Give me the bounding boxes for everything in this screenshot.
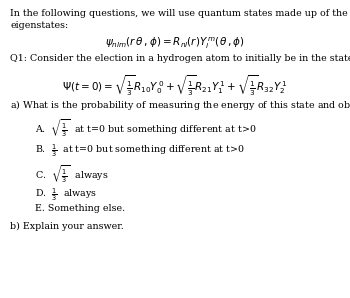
- Text: $\psi_{nlm}(r\,\theta\,,\phi) = R_{nl}(r)Y_l^{\,m}(\theta\,,\phi)$: $\psi_{nlm}(r\,\theta\,,\phi) = R_{nl}(r…: [105, 36, 245, 51]
- Text: a) What is the probability of measuring the energy of this state and obtaining  : a) What is the probability of measuring …: [10, 98, 350, 112]
- Text: $\Psi(t=0) = \sqrt{\frac{1}{3}}R_{10}Y_0^{\,0} + \sqrt{\frac{1}{3}}R_{21}Y_1^{\,: $\Psi(t=0) = \sqrt{\frac{1}{3}}R_{10}Y_0…: [62, 73, 288, 98]
- Text: Q1: Consider the election in a hydrogen atom to initially be in the state:: Q1: Consider the election in a hydrogen …: [10, 54, 350, 63]
- Text: In the following questions, we will use quantum states made up of the hydrogen e: In the following questions, we will use …: [10, 9, 350, 18]
- Text: E. Something else.: E. Something else.: [35, 204, 125, 213]
- Text: eigenstates:: eigenstates:: [10, 21, 69, 30]
- Text: B.  $\frac{1}{3}$  at t=0 but something different at t>0: B. $\frac{1}{3}$ at t=0 but something di…: [35, 142, 245, 159]
- Text: A.  $\sqrt{\frac{1}{3}}$  at t=0 but something different at t>0: A. $\sqrt{\frac{1}{3}}$ at t=0 but somet…: [35, 118, 257, 139]
- Text: D.  $\frac{1}{3}$  always: D. $\frac{1}{3}$ always: [35, 186, 97, 203]
- Text: C.  $\sqrt{\frac{1}{3}}$  always: C. $\sqrt{\frac{1}{3}}$ always: [35, 164, 108, 185]
- Text: b) Explain your answer.: b) Explain your answer.: [10, 222, 124, 231]
